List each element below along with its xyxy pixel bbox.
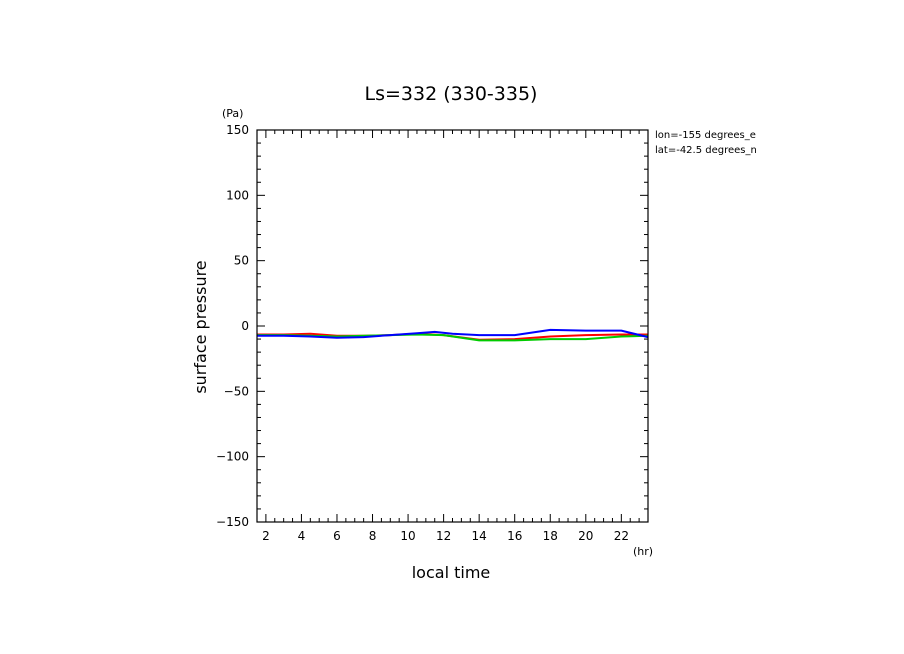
x-tick-label: 6	[333, 529, 341, 543]
y-tick-label: −150	[216, 515, 249, 529]
annotation-lat: lat=-42.5 degrees_n	[655, 145, 757, 156]
y-tick-label: 150	[226, 123, 249, 137]
y-tick-label: 100	[226, 188, 249, 202]
x-axis-title: local time	[412, 563, 491, 582]
series-line-3	[257, 328, 649, 339]
x-tick-label: 4	[298, 529, 306, 543]
series-lines	[257, 328, 649, 342]
axis-ticks	[256, 129, 649, 523]
y-tick-label: −100	[216, 450, 249, 464]
y-tick-label: 50	[234, 254, 249, 268]
plot-frame	[256, 129, 649, 523]
x-tick-label: 18	[543, 529, 558, 543]
x-unit-label: (hr)	[633, 545, 653, 558]
tick-labels: 2 4 6 8 10 12 14 16 18 20 22 150 100 50 0 −50 −100 −150	[216, 123, 629, 543]
annotation-lon: lon=-155 degrees_e	[655, 130, 756, 141]
y-tick-label: 0	[241, 319, 249, 333]
x-tick-label: 10	[400, 529, 415, 543]
x-tick-label: 20	[578, 529, 593, 543]
y-unit-label: (Pa)	[222, 107, 243, 120]
x-tick-label: 16	[507, 529, 522, 543]
x-tick-label: 8	[369, 529, 377, 543]
x-tick-label: 22	[614, 529, 629, 543]
chart-title: Ls=332 (330-335)	[365, 83, 538, 105]
x-tick-label: 12	[436, 529, 451, 543]
y-tick-label: −50	[224, 384, 249, 398]
x-tick-label: 14	[472, 529, 487, 543]
x-tick-label: 2	[262, 529, 270, 543]
y-axis-title: surface pressure	[191, 260, 210, 393]
